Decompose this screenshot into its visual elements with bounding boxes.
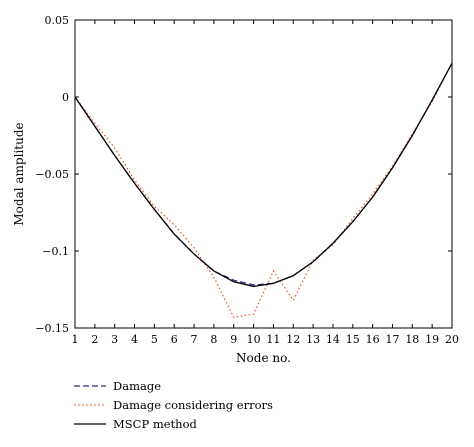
series-line-mscp-method [74,62,453,288]
x-axis-ticks: 1 2 3 4 5 6 7 8 9 10 11 12 13 14 15 16 17 18 19 20 [72,20,459,346]
x-tick-label: 18 [405,333,419,346]
y-tick-label: −0.15 [35,322,69,335]
legend-entry-label: MSCP method [113,417,198,431]
series-layer [74,62,453,318]
y-axis-ticks: 0.05 0 −0.05 −0.1 −0.15 [35,14,452,335]
legend-entry-label: Damage considering errors [113,398,273,412]
x-tick-label: 1 [72,333,79,346]
plot-frame [74,19,453,329]
x-tick-label: 19 [425,333,439,346]
y-tick-label: 0 [62,91,69,104]
x-axis-label: Node no. [236,351,291,365]
series-line-damage [74,62,453,286]
x-tick-label: 17 [385,333,399,346]
x-tick-label: 3 [111,333,118,346]
x-tick-label: 20 [445,333,459,346]
x-tick-label: 11 [266,333,280,346]
y-tick-label: −0.05 [35,168,69,181]
x-tick-label: 13 [306,333,320,346]
x-tick-label: 7 [191,333,198,346]
y-axis-label: Modal amplitude [12,122,26,225]
y-tick-label: −0.1 [42,245,69,258]
x-tick-label: 8 [210,333,217,346]
x-tick-label: 14 [326,333,340,346]
x-tick-label: 15 [346,333,360,346]
y-tick-label: 0.05 [45,14,70,27]
x-tick-label: 5 [151,333,158,346]
x-tick-label: 12 [286,333,300,346]
x-tick-label: 10 [247,333,261,346]
series-line-damage-considering-errors [74,62,453,318]
x-tick-label: 16 [366,333,380,346]
x-tick-label: 2 [91,333,98,346]
x-tick-label: 4 [131,333,138,346]
legend: Damage Damage considering errors MSCP meth… [74,379,273,431]
legend-entry-label: Damage [113,379,161,393]
x-tick-label: 9 [230,333,237,346]
x-tick-label: 6 [171,333,178,346]
